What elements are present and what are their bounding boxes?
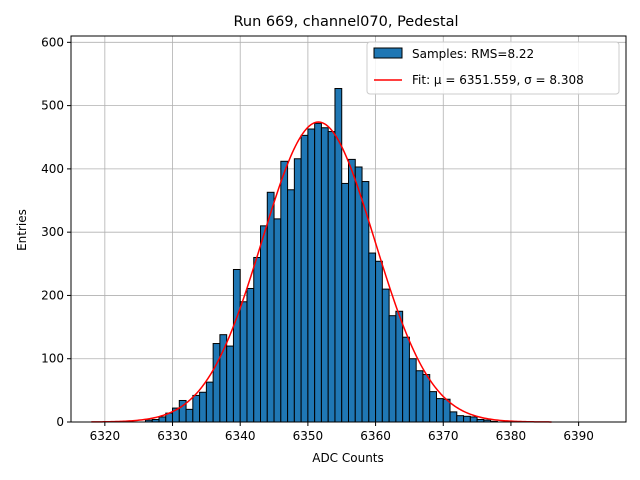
x-tick-label: 6390 — [563, 429, 594, 443]
histogram-bar — [205, 381, 214, 423]
x-tick-label: 6320 — [90, 429, 121, 443]
histogram-bar — [293, 158, 302, 423]
y-axis-label: Entries — [15, 209, 29, 251]
histogram-bar — [232, 268, 241, 423]
histogram-bar — [314, 122, 322, 423]
histogram-bar — [226, 345, 234, 423]
x-axis-label: ADC Counts — [312, 451, 384, 465]
legend-swatch-samples — [373, 47, 403, 59]
y-tick-label: 0 — [56, 415, 64, 429]
histogram-bar — [334, 88, 343, 423]
plot-frame — [70, 35, 627, 423]
histogram-bar — [469, 416, 478, 423]
histogram-bar — [266, 191, 275, 423]
histogram-bar — [307, 128, 316, 423]
histogram-bar — [185, 408, 194, 423]
y-tick-label: 600 — [41, 35, 64, 49]
histogram-bar — [239, 301, 248, 423]
histogram-bar — [320, 127, 329, 423]
histogram-bar — [449, 411, 458, 423]
y-tick-label: 100 — [41, 352, 64, 366]
histogram-bar — [341, 182, 350, 423]
histogram-bar — [253, 256, 262, 423]
histogram-bar — [463, 415, 471, 423]
histogram-bar — [402, 336, 410, 423]
histogram-bar — [199, 391, 207, 423]
legend-label-samples: Samples: RMS=8.22 — [412, 47, 534, 61]
x-tick-label: 6360 — [360, 429, 391, 443]
histogram-bar — [348, 158, 356, 423]
x-tick-label: 6370 — [428, 429, 459, 443]
histogram-bar — [273, 218, 282, 423]
x-tick-label: 6380 — [496, 429, 527, 443]
histogram-bar — [280, 160, 289, 423]
y-tick-label: 200 — [41, 288, 64, 302]
histogram-bar — [422, 374, 431, 423]
histogram-bar — [395, 310, 404, 423]
x-axis: 6320 6330 6340 6350 6360 6370 6380 6390 — [90, 422, 594, 443]
histogram-bar — [435, 398, 444, 423]
y-tick-label: 500 — [41, 99, 64, 113]
y-tick-label: 400 — [41, 162, 64, 176]
histogram-bar — [158, 416, 167, 423]
histogram-bar — [212, 343, 221, 423]
histogram-bar — [415, 370, 424, 423]
histogram-bar — [260, 225, 268, 423]
legend-box — [366, 41, 620, 95]
histogram-bar — [219, 334, 228, 423]
histogram-bar — [408, 358, 417, 423]
x-tick-label: 6350 — [293, 429, 324, 443]
histogram-bar — [429, 391, 437, 423]
x-tick-label: 6340 — [225, 429, 256, 443]
histogram-bar — [192, 394, 201, 423]
histogram-bar — [354, 166, 363, 423]
histogram-bar — [381, 288, 390, 423]
histogram-bar — [246, 287, 255, 423]
histogram-bar — [456, 415, 465, 423]
legend-label-fit: Fit: μ = 6351.559, σ = 8.308 — [412, 73, 584, 87]
histogram-bar — [327, 131, 336, 423]
histogram-bar — [300, 134, 309, 423]
histogram-bar — [368, 252, 377, 423]
y-tick-label: 300 — [41, 225, 64, 239]
y-axis: 0 100 200 300 400 500 600 — [41, 35, 71, 429]
legend: Samples: RMS=8.22 Fit: μ = 6351.559, σ =… — [366, 41, 620, 95]
histogram-bar — [287, 189, 295, 423]
chart-title: Run 669, channel070, Pedestal — [233, 14, 458, 30]
histogram-bar — [375, 260, 383, 423]
x-tick-label: 6330 — [157, 429, 188, 443]
fit-curve — [91, 121, 552, 423]
histogram-bar — [388, 315, 397, 423]
